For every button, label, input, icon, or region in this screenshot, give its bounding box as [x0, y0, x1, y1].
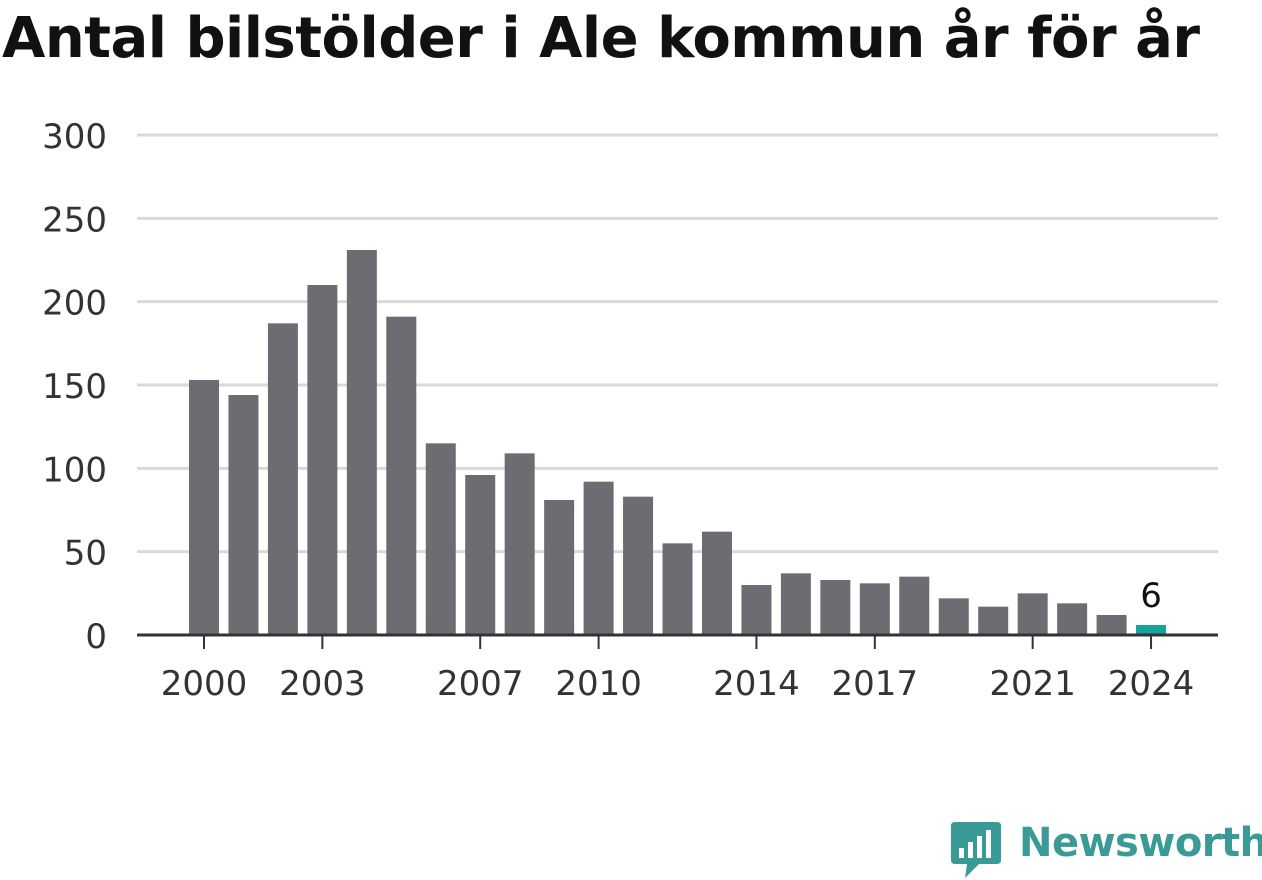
x-tick-label: 2014 — [713, 664, 800, 704]
bar-2017 — [859, 583, 890, 635]
bar-2011 — [623, 496, 654, 635]
y-tick-label: 300 — [42, 117, 107, 157]
x-tick-label: 2000 — [161, 664, 248, 704]
x-tick-label: 2003 — [279, 664, 366, 704]
grid-lines — [137, 133, 1218, 554]
bar-2013 — [701, 531, 732, 635]
y-tick-label: 250 — [42, 200, 107, 240]
x-axis-tick-labels: 2000 2003 2007 2010 2014 2017 2021 2024 — [161, 664, 1195, 704]
newsworthy-logo-icon — [951, 822, 1001, 878]
bar-2007 — [465, 475, 496, 635]
y-tick-label: 200 — [42, 284, 107, 324]
brand-name: Newsworthy — [1019, 820, 1262, 866]
bar-2020 — [978, 606, 1009, 635]
bar-2019 — [938, 598, 969, 635]
data-label: 6 — [1140, 576, 1162, 616]
x-axis — [137, 633, 1218, 649]
bar-2010 — [583, 481, 614, 635]
bar-2005 — [386, 316, 417, 635]
bar-2024 — [1136, 625, 1167, 635]
x-tick-label: 2021 — [989, 664, 1076, 704]
bar-2022 — [1057, 603, 1088, 635]
bar-2002 — [267, 323, 298, 635]
y-tick-label: 100 — [42, 450, 107, 490]
bar-2004 — [346, 250, 377, 635]
y-tick-label: 0 — [85, 617, 107, 657]
y-axis-tick-labels: 0 50 100 150 200 250 300 — [42, 117, 107, 657]
bar-2008 — [504, 453, 535, 635]
bar-2012 — [662, 543, 693, 635]
x-tick-label: 2010 — [555, 664, 642, 704]
data-labels: 6 — [1140, 576, 1162, 616]
bars — [189, 250, 1167, 635]
x-tick-label: 2007 — [437, 664, 524, 704]
bar-2015 — [780, 573, 811, 635]
bar-2018 — [899, 576, 930, 635]
y-tick-label: 150 — [42, 367, 107, 407]
bar-2009 — [544, 500, 575, 635]
x-tick-label: 2017 — [832, 664, 919, 704]
bar-2006 — [425, 443, 456, 635]
bar-2021 — [1017, 593, 1048, 635]
bar-2014 — [741, 585, 772, 635]
bar-2001 — [228, 395, 259, 635]
bar-2003 — [307, 285, 338, 635]
y-tick-label: 50 — [64, 534, 107, 574]
bar-2023 — [1096, 615, 1127, 635]
newsworthy-logo: Newsworthy — [951, 820, 1262, 878]
bar-2016 — [820, 580, 851, 635]
x-tick-label: 2024 — [1108, 664, 1195, 704]
chart-title: Antal bilstölder i Ale kommun år för år — [2, 6, 1200, 71]
bar-2000 — [189, 380, 219, 635]
